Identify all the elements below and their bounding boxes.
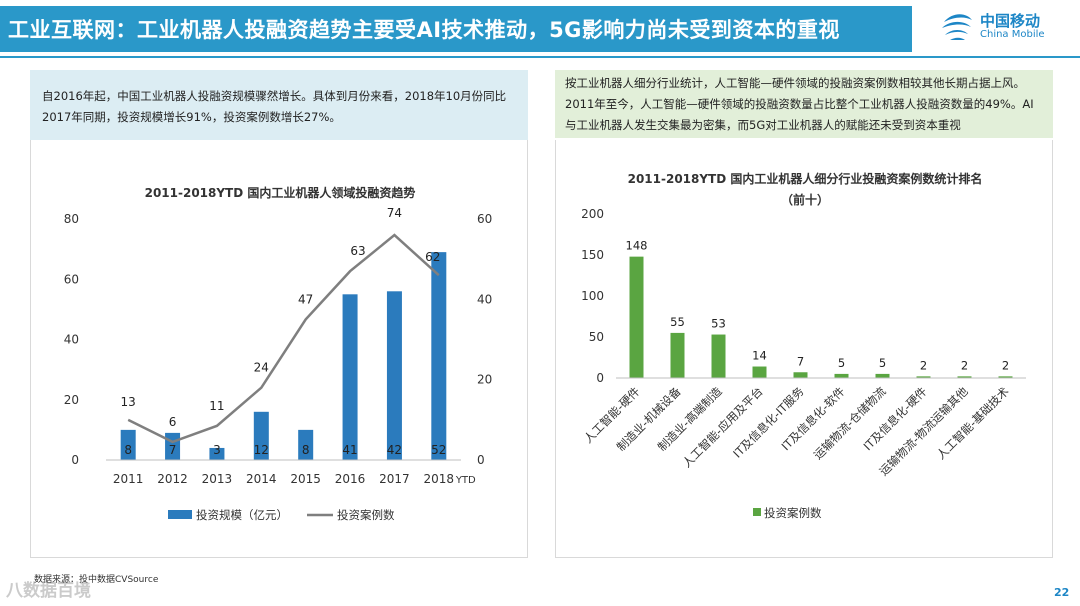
left-summary-box: 自2016年起，中国工业机器人投融资规模骤然增长。具体到月份来看，2018年10… xyxy=(30,70,528,140)
bar-data-label: 7 xyxy=(797,354,804,368)
legend-bar-label: 投资规模（亿元） xyxy=(196,508,288,522)
title-bar: 工业互联网：工业机器人投融资趋势主要受AI技术推动，5G影响力尚未受到资本的重视 xyxy=(0,6,912,52)
y-tick-label: 0 xyxy=(596,371,604,385)
bar-data-label: 5 xyxy=(879,356,886,370)
bar-data-label: 12 xyxy=(254,443,269,457)
bar-data-label: 3 xyxy=(213,443,221,457)
bar-data-label: 5 xyxy=(838,356,845,370)
investment-trend-chart: 2011-2018YTD 国内工业机器人领域投融资趋势 8 7 3 12 8 41 42 52… xyxy=(64,185,493,522)
right-summary-box: 按工业机器人细分行业统计，人工智能—硬件领域的投融资案例数相较其他长期占据上风。… xyxy=(555,70,1053,138)
line-data-label: 63 xyxy=(350,244,365,258)
bar-data-label: 8 xyxy=(302,443,310,457)
china-mobile-logo-icon xyxy=(942,14,972,40)
china-mobile-logo: 中国移动 China Mobile xyxy=(938,8,1068,48)
y-right-tick-label: 40 xyxy=(477,292,492,306)
bar-case-count xyxy=(752,366,767,378)
x-tick-label: 2016 xyxy=(335,472,366,486)
bar-data-label: 7 xyxy=(169,443,177,457)
legend-line-label: 投资案例数 xyxy=(337,508,395,522)
header: 工业互联网：工业机器人投融资趋势主要受AI技术推动，5G影响力尚未受到资本的重视… xyxy=(0,0,1080,58)
bar-data-label: 2 xyxy=(1002,358,1009,372)
y-left-tick-label: 60 xyxy=(64,272,79,286)
bar-investment-scale xyxy=(386,291,402,460)
bar-data-label: 8 xyxy=(124,443,132,457)
line-data-label: 74 xyxy=(387,206,402,220)
page-number: 22 xyxy=(1054,586,1070,599)
line-data-label: 13 xyxy=(121,395,136,409)
x-tick-label: 2013 xyxy=(202,472,233,486)
bar-case-count xyxy=(793,372,808,378)
header-divider xyxy=(0,56,1080,58)
x-tick-label: 人工智能-基础技术 xyxy=(934,384,1012,462)
chart-title: 2011-2018YTD 国内工业机器人领域投融资趋势 xyxy=(145,185,416,200)
y-right-tick-label: 20 xyxy=(477,373,492,387)
watermark: 八数据百境 xyxy=(6,581,91,601)
x-tick-label: 运输物流-仓储物流 xyxy=(811,384,889,462)
y-left-tick-label: 0 xyxy=(71,453,79,467)
bar-case-count xyxy=(875,373,890,378)
y-left-tick-label: 20 xyxy=(64,393,79,407)
bar-investment-scale xyxy=(209,447,225,460)
bar-case-count xyxy=(957,376,972,378)
y-tick-label: 150 xyxy=(581,248,604,262)
left-summary-text: 自2016年起，中国工业机器人投融资规模骤然增长。具体到月份来看，2018年10… xyxy=(42,89,507,124)
bar-data-label: 2 xyxy=(961,358,968,372)
right-chart-panel: 2011-2018YTD 国内工业机器人细分行业投融资案例数统计排名 （前十） … xyxy=(555,140,1053,558)
bar-data-label: 148 xyxy=(626,239,648,253)
chart-subtitle: （前十） xyxy=(781,192,829,207)
bar-data-label: 53 xyxy=(711,317,726,331)
x-tick-label: 2015 xyxy=(290,472,321,486)
bar-case-count xyxy=(711,334,726,378)
line-data-label: 6 xyxy=(169,415,177,429)
x-tick-label: 2018 xyxy=(424,472,455,486)
bar-data-label: 2 xyxy=(920,358,927,372)
y-tick-label: 100 xyxy=(581,289,604,303)
bar-investment-scale xyxy=(253,411,269,460)
bar-data-label: 42 xyxy=(387,443,402,457)
bar-investment-scale xyxy=(120,429,136,460)
bar-data-label: 52 xyxy=(431,443,446,457)
segment-ranking-chart: 2011-2018YTD 国内工业机器人细分行业投融资案例数统计排名 （前十） … xyxy=(581,171,1026,520)
left-chart-panel: 2011-2018YTD 国内工业机器人领域投融资趋势 8 7 3 12 8 41 42 52… xyxy=(30,140,528,558)
x-tick-label: IT及信息化-IT服务 xyxy=(730,384,807,461)
line-data-label: 11 xyxy=(209,399,224,413)
y-tick-label: 50 xyxy=(589,330,604,344)
legend-swatch xyxy=(753,508,761,516)
bar-case-count xyxy=(916,376,931,378)
line-data-label: 62 xyxy=(425,250,440,264)
page-title: 工业互联网：工业机器人投融资趋势主要受AI技术推动，5G影响力尚未受到资本的重视 xyxy=(8,18,840,42)
bar-data-label: 41 xyxy=(342,443,357,457)
x-tick-label: 2011 xyxy=(113,472,144,486)
line-data-label: 24 xyxy=(254,361,269,375)
bar-case-count xyxy=(629,256,644,378)
legend-label: 投资案例数 xyxy=(764,506,822,520)
y-right-tick-label: 60 xyxy=(477,212,492,226)
line-investment-cases xyxy=(127,233,440,444)
x-tick-label: 2012 xyxy=(157,472,188,486)
y-tick-label: 200 xyxy=(581,207,604,221)
y-right-tick-label: 0 xyxy=(477,453,485,467)
bar-investment-scale xyxy=(431,252,447,460)
y-left-tick-label: 80 xyxy=(64,212,79,226)
logo-text-en: China Mobile xyxy=(980,29,1045,40)
data-source: 数据来源：投中数据CVSource xyxy=(34,575,159,585)
x-tick-label: 2017 xyxy=(379,472,410,486)
bar-investment-scale xyxy=(298,429,314,460)
bar-data-label: 55 xyxy=(670,315,685,329)
bar-case-count xyxy=(998,376,1013,378)
bar-case-count xyxy=(834,373,849,378)
x-tick-label: 2014 xyxy=(246,472,277,486)
bar-data-label: 14 xyxy=(752,349,767,363)
line-data-label: 47 xyxy=(298,292,313,306)
legend-bar-swatch xyxy=(168,510,192,519)
bar-case-count xyxy=(670,332,685,378)
bar-investment-scale xyxy=(342,294,358,460)
logo-text-cn: 中国移动 xyxy=(980,12,1041,30)
x-tick-ytd-label: YTD xyxy=(455,475,476,486)
y-left-tick-label: 40 xyxy=(64,333,79,347)
right-summary-text: 按工业机器人细分行业统计，人工智能—硬件领域的投融资案例数相较其他长期占据上风。… xyxy=(565,76,1034,132)
chart-title: 2011-2018YTD 国内工业机器人细分行业投融资案例数统计排名 xyxy=(628,171,983,186)
